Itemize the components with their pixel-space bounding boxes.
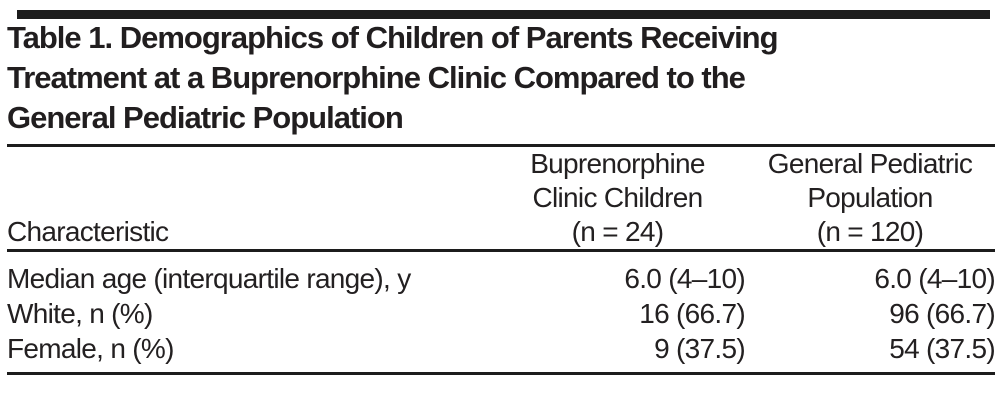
table-row: White, n (%) 16 (66.7) 96 (66.7) [7,296,996,331]
demographics-table: Characteristic Buprenorphine Clinic Chil… [7,144,996,375]
header-col3-line: (n = 120) [816,216,924,247]
table-row: Female, n (%) 9 (37.5) 54 (37.5) [7,331,996,375]
general-value: 96 (66.7) [889,298,995,329]
general-value: 54 (37.5) [745,331,996,375]
table-title-line: General Pediatric Population [7,100,404,135]
header-characteristic-label: Characteristic [7,216,169,247]
clinic-value: 9 (37.5) [490,331,746,375]
header-col2-line: Buprenorphine [530,148,705,179]
header-col2-line: Clinic Children [532,182,703,213]
header-col3-line: General Pediatric [767,148,973,179]
clinic-value: 6.0 (4–10) [624,263,745,294]
header-cell-buprenorphine-clinic: Buprenorphine Clinic Children (n = 24) [490,144,745,252]
table-header-row: Characteristic Buprenorphine Clinic Chil… [7,144,995,252]
table-row: Median age (interquartile range), y 6.0 … [7,251,996,297]
header-col3-line: Population [807,182,933,213]
header-col2-line: (n = 24) [571,216,664,247]
row-label: White, n (%) [7,298,153,329]
row-label: Median age (interquartile range), y [7,263,411,294]
general-value: 6.0 (4–10) [874,263,995,294]
table-title: Table 1. Demographics of Children of Par… [7,18,779,138]
header-cell-general-pediatric: General Pediatric Population (n = 120) [745,144,995,252]
clinic-value: 16 (66.7) [639,298,745,329]
top-black-bar [17,10,990,19]
header-cell-characteristic: Characteristic [7,144,490,252]
row-label: Female, n (%) [7,331,490,375]
table-title-line: Table 1. Demographics of Children of Par… [7,20,779,55]
table-title-line: Treatment at a Buprenorphine Clinic Comp… [7,60,746,95]
